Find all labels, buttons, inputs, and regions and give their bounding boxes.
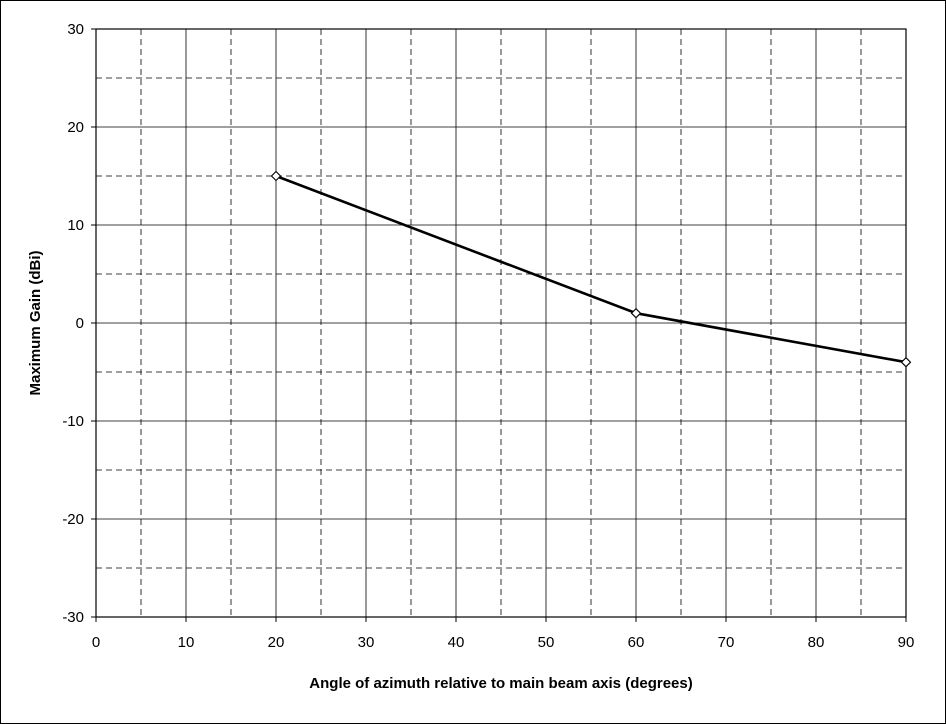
x-tick-label: 90 — [898, 634, 915, 651]
data-point-marker — [630, 307, 642, 319]
x-tick-label: 10 — [178, 634, 195, 651]
x-tick-label: 50 — [538, 634, 555, 651]
y-axis-title: Maximum Gain (dBi) — [27, 250, 44, 395]
major-gridlines — [96, 29, 906, 617]
y-tick-label: 0 — [76, 315, 84, 332]
x-tick-label: 20 — [268, 634, 285, 651]
x-tick-label: 70 — [718, 634, 735, 651]
data-point-marker — [270, 170, 282, 182]
y-tick-label: -30 — [62, 609, 84, 626]
x-tick-label: 40 — [448, 634, 465, 651]
x-tick-labels: 0 10 20 30 40 50 60 70 80 90 — [92, 617, 915, 651]
y-tick-label: 30 — [67, 21, 84, 38]
x-axis-title: Angle of azimuth relative to main beam a… — [309, 675, 692, 692]
x-tick-label: 30 — [358, 634, 375, 651]
y-tick-label: 20 — [67, 119, 84, 136]
series-layer — [270, 170, 912, 368]
data-point-marker — [900, 356, 912, 368]
y-tick-labels: -30 -20 -10 0 10 20 30 — [62, 21, 96, 626]
y-tick-label: -20 — [62, 511, 84, 528]
x-tick-label: 60 — [628, 634, 645, 651]
x-tick-label: 80 — [808, 634, 825, 651]
y-tick-label: -10 — [62, 413, 84, 430]
y-tick-label: 10 — [67, 217, 84, 234]
x-tick-label: 0 — [92, 634, 100, 651]
